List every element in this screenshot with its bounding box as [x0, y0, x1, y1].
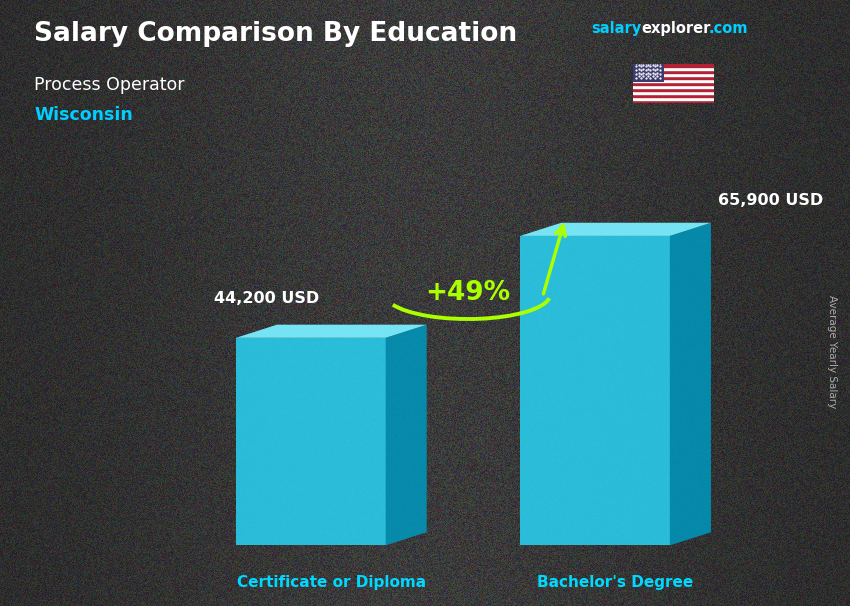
- Text: 44,200 USD: 44,200 USD: [213, 291, 319, 306]
- Text: Salary Comparison By Education: Salary Comparison By Education: [34, 21, 517, 47]
- Bar: [633, 70, 714, 73]
- Text: explorer: explorer: [642, 21, 711, 36]
- Polygon shape: [236, 338, 386, 545]
- Polygon shape: [520, 236, 670, 545]
- Text: salary: salary: [591, 21, 641, 36]
- Polygon shape: [386, 325, 427, 545]
- Bar: [633, 76, 714, 79]
- Bar: [633, 97, 714, 100]
- Bar: [633, 64, 664, 82]
- Bar: [633, 82, 714, 85]
- Bar: [633, 85, 714, 88]
- Polygon shape: [236, 325, 427, 338]
- Bar: [633, 73, 714, 76]
- Bar: [633, 88, 714, 91]
- Bar: [633, 91, 714, 94]
- Text: Wisconsin: Wisconsin: [34, 106, 133, 124]
- Bar: [633, 79, 714, 82]
- Text: 65,900 USD: 65,900 USD: [718, 193, 824, 208]
- Bar: [633, 64, 714, 67]
- Text: Average Yearly Salary: Average Yearly Salary: [827, 295, 837, 408]
- Bar: [633, 100, 714, 103]
- Text: Certificate or Diploma: Certificate or Diploma: [237, 576, 426, 590]
- Text: +49%: +49%: [425, 280, 510, 306]
- Polygon shape: [520, 223, 711, 236]
- Polygon shape: [670, 223, 711, 545]
- Text: Bachelor's Degree: Bachelor's Degree: [537, 576, 694, 590]
- Bar: [633, 94, 714, 97]
- Text: Process Operator: Process Operator: [34, 76, 184, 94]
- Text: .com: .com: [708, 21, 747, 36]
- Bar: [633, 67, 714, 70]
